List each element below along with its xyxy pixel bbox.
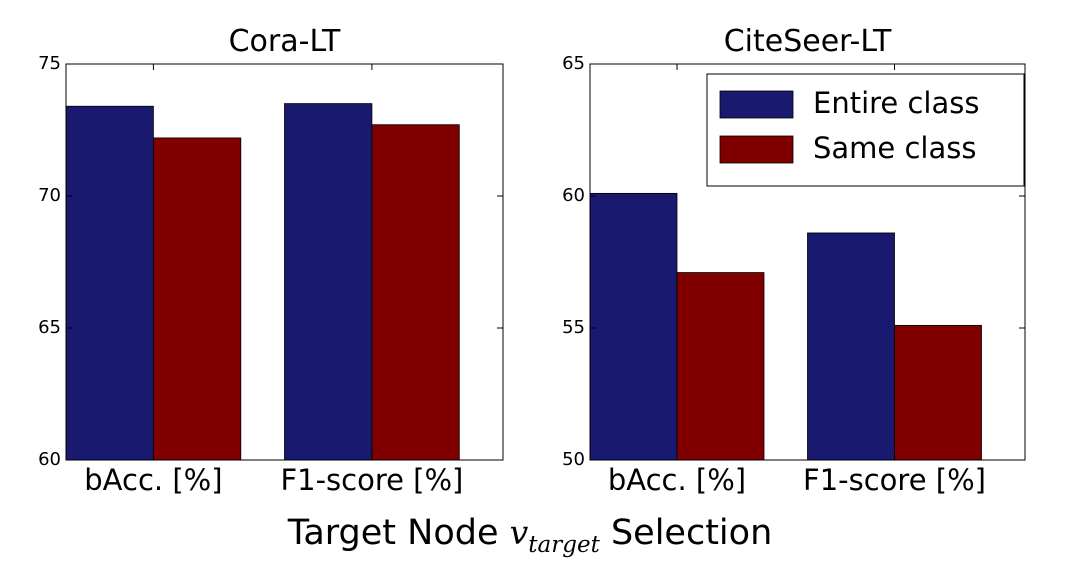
citeseer-lt-ytick-label: 50: [562, 449, 585, 470]
cora-lt-xtick-label-f1-score: F1-score [%]: [280, 463, 463, 497]
xlabel-prefix: Target Node: [287, 513, 510, 553]
citeseer-lt-bar-entire-class-bacc: [589, 192, 678, 461]
citeseer-lt-chart: 50 55 60 65 bAcc. [%] F1-score [%] CiteSeer-LT…: [562, 24, 1026, 497]
citeseer-lt-axes-frame: [589, 63, 1026, 461]
cora-lt-bar-same-class-f1-score: [371, 124, 460, 461]
citeseer-lt-legend-swatch-same-class: [719, 135, 794, 164]
figure-xlabel: Target Node vtarget Selection: [287, 513, 773, 558]
citeseer-lt-bar-same-class-bacc: [676, 272, 765, 461]
citeseer-lt-bar-same-class-f1-score: [894, 324, 982, 461]
xlabel-variable: v: [510, 513, 529, 552]
cora-lt-chart: 60 65 70 75 bAcc. [%] F1-score [%] Cora-LT: [38, 24, 504, 497]
citeseer-lt-title: CiteSeer-LT: [724, 24, 892, 59]
citeseer-lt-bar-entire-class-f1-score: [807, 232, 895, 461]
citeseer-lt-ytick-label: 60: [562, 185, 585, 206]
citeseer-lt-legend: Entire class Same class: [706, 73, 1025, 187]
citeseer-lt-xtick-label-bacc: bAcc. [%]: [608, 463, 746, 497]
citeseer-lt-legend-label-same-class: Same class: [813, 131, 976, 165]
cora-lt-ytick-label: 75: [38, 53, 61, 74]
cora-lt-bar-entire-class-f1-score: [284, 103, 373, 461]
cora-lt-ytick-label: 60: [38, 449, 61, 470]
cora-lt-xtick-label-bacc: bAcc. [%]: [84, 463, 222, 497]
citeseer-lt-ytick-label: 55: [562, 317, 585, 338]
cora-lt-bar-entire-class-bacc: [65, 105, 154, 461]
xlabel-suffix: Selection: [600, 513, 772, 553]
citeseer-lt-ytick-label: 65: [562, 53, 585, 74]
citeseer-lt-legend-label-entire-class: Entire class: [813, 86, 979, 120]
cora-lt-bar-same-class-bacc: [152, 137, 242, 461]
xlabel-subscript: target: [528, 532, 600, 558]
citeseer-lt-xtick-label-f1-score: F1-score [%]: [803, 463, 986, 497]
cora-lt-title: Cora-LT: [229, 24, 341, 59]
citeseer-lt-legend-swatch-entire-class: [719, 90, 794, 119]
cora-lt-axes-frame: [65, 63, 504, 461]
cora-lt-ytick-label: 65: [38, 317, 61, 338]
cora-lt-ytick-label: 70: [38, 185, 61, 206]
